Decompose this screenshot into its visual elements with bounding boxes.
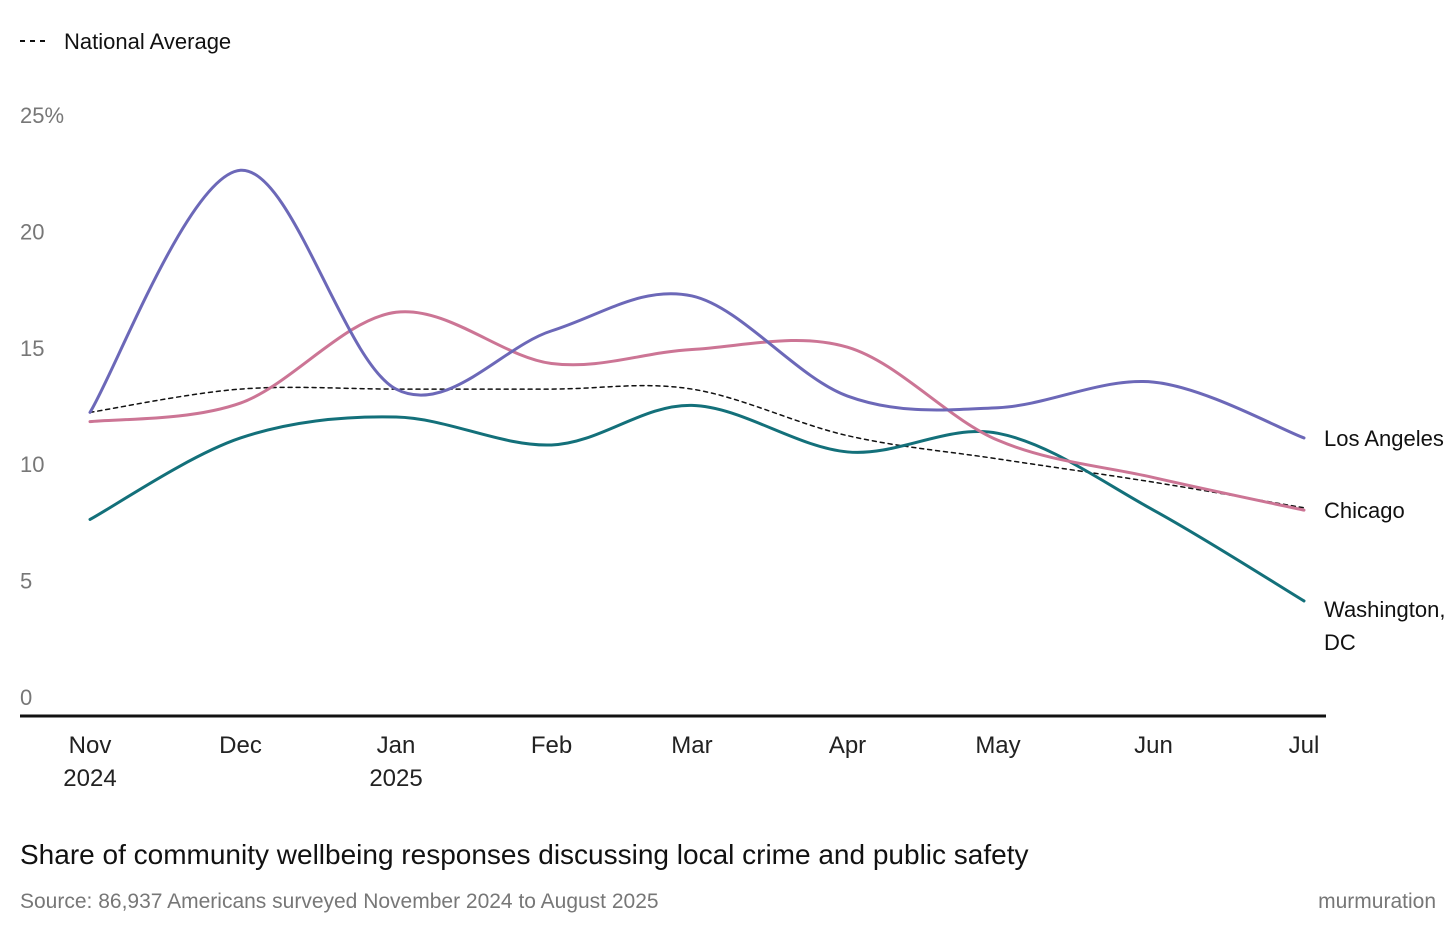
- legend-label: National Average: [64, 29, 231, 54]
- x-tick-label: Dec: [219, 732, 262, 759]
- series-line-national-average: [89, 384, 1305, 509]
- y-tick-label: 15: [20, 336, 44, 361]
- series-end-label: Los Angeles: [1324, 426, 1444, 451]
- legend: National Average: [20, 29, 231, 54]
- series-line-los-angeles: [88, 168, 1306, 440]
- x-tick-label: May: [975, 732, 1020, 759]
- y-tick-label: 20: [20, 219, 44, 244]
- series-line-chicago: [88, 310, 1306, 512]
- series-end-labels: Los Angeles Chicago Washington, DC: [1324, 426, 1445, 655]
- x-tick-label: Feb: [531, 732, 572, 759]
- x-tick-label: Nov: [69, 732, 112, 759]
- y-tick-label: 0: [20, 685, 32, 710]
- x-tick-year-label: 2024: [63, 765, 116, 792]
- x-tick-label: Mar: [671, 732, 712, 759]
- x-tick-year-label: 2025: [369, 765, 422, 792]
- chart-title: Share of community wellbeing responses d…: [20, 839, 1029, 870]
- x-tick-label: Jul: [1289, 732, 1320, 759]
- brand-logo: murmuration: [1318, 890, 1436, 913]
- y-tick-label: 10: [20, 452, 44, 477]
- x-axis: Nov 2024 Dec Jan 2025 Feb Mar Apr May Jun Jul: [63, 732, 1319, 792]
- y-tick-label: 25%: [20, 103, 64, 128]
- x-tick-label: Jan: [377, 732, 416, 759]
- y-axis: 0 5 10 15 20 25%: [20, 103, 64, 710]
- y-tick-label: 5: [20, 569, 32, 594]
- source-note: Source: 86,937 Americans surveyed Novemb…: [20, 890, 659, 913]
- x-tick-label: Apr: [829, 732, 866, 759]
- series-line-washington-dc: [88, 403, 1306, 603]
- series-end-label: Chicago: [1324, 498, 1405, 523]
- x-tick-label: Jun: [1134, 732, 1173, 759]
- series-end-label: DC: [1324, 630, 1356, 655]
- series-end-label: Washington,: [1324, 597, 1445, 622]
- series-lines: [88, 168, 1306, 603]
